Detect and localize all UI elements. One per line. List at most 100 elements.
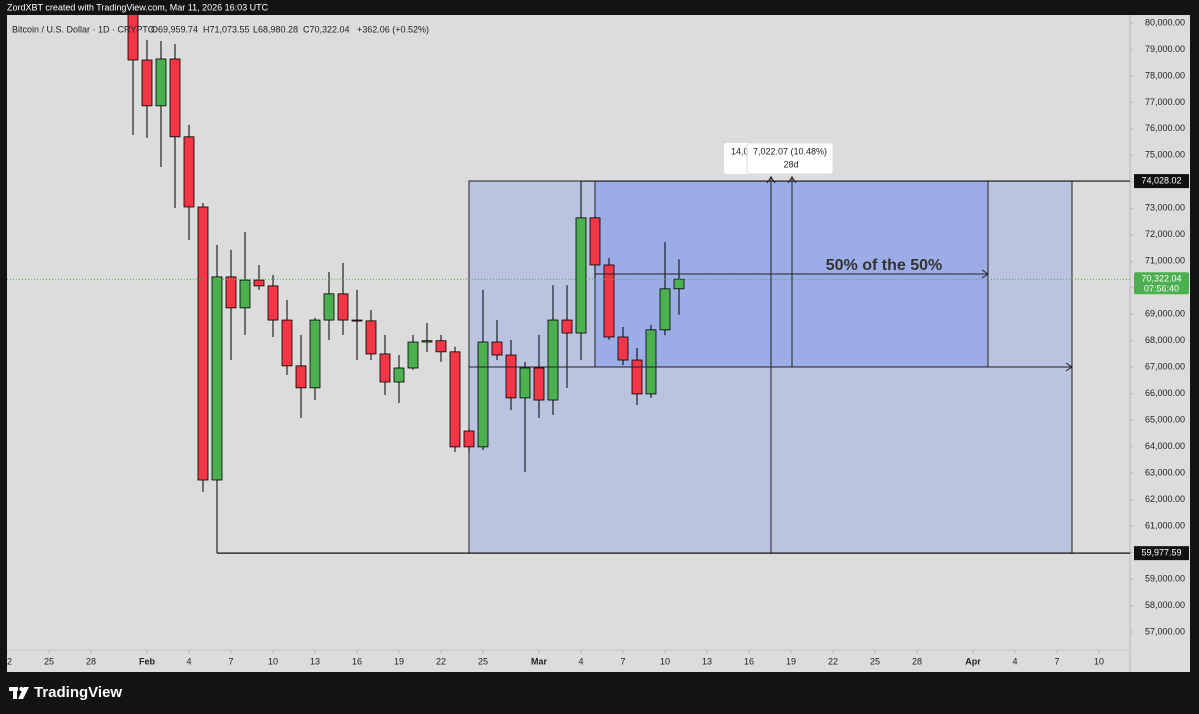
frame-right [1190,15,1199,672]
candle-body [435,340,447,353]
x-tick-label: 19 [394,656,404,666]
candle-body [393,367,405,383]
x-tick-label: 16 [744,656,754,666]
ohlc-high: H71,073.55 [203,24,250,34]
candle-body [575,217,587,334]
brand: TradingView [34,684,122,701]
zone-label: 50% of the 50% [826,257,942,274]
candle-body [589,217,601,266]
ohlc-close: C70,322.04 [303,24,350,34]
tooltip-text: 14,0 [731,146,749,156]
y-tick-label: 79,000.00 [1145,44,1185,54]
drawings [469,176,1073,553]
x-tick-label: 22 [436,656,446,666]
candle-body [239,279,251,309]
x-tick-label: 13 [702,656,712,666]
x-tick-label: 25 [478,656,488,666]
candle-body [225,276,237,309]
ohlc-low: L68,980.28 [253,24,298,34]
candle-body [141,59,153,107]
x-tick-label: 25 [870,656,880,666]
level-label: 74,028.02 [1141,175,1181,185]
x-tick-label: 28 [912,656,922,666]
x-tick-label: 13 [310,656,320,666]
x-tick-label: Apr [965,656,981,666]
x-tick-label: 10 [1094,656,1104,666]
arrow-head [1065,362,1073,372]
candle-body [491,341,503,356]
x-tick-label: 7 [1054,656,1059,666]
arrow-head [981,269,989,279]
x-tick-label: 4 [1012,656,1017,666]
tooltip-box [746,142,834,175]
candle-body [197,206,209,481]
candle-body [183,136,195,208]
candles [127,15,685,554]
candle-body [449,351,461,448]
x-tick-label: Mar [531,656,548,666]
candle-body [547,319,559,401]
candle-body [617,336,629,361]
legend-header: Bitcoin / U.S. Dollar · 1D · CRYPTO O69,… [12,24,429,34]
candle-body [407,341,419,369]
candle-body [267,285,279,321]
brand-logo [9,686,29,699]
ohlc-change: +362.06 (+0.52%) [357,24,429,34]
candle-body [463,430,475,448]
y-tick-label: 61,000.00 [1145,520,1185,530]
x-tick-label: 4 [186,656,191,666]
x-tick-label: 7 [228,656,233,666]
x-tick-label: 10 [660,656,670,666]
candle-body [645,329,657,395]
level-label: 59,977.59 [1141,548,1181,558]
y-tick-label: 62,000.00 [1145,494,1185,504]
x-tick-label: 10 [268,656,278,666]
candle-body [337,293,349,321]
candle-body [533,367,545,401]
ohlc-open: O69,959.74 [151,24,198,34]
x-tick-label: Feb [139,656,156,666]
frame-left [0,15,7,672]
tooltip-text: 7,022.07 (10.48%) [753,146,827,156]
y-tick-label: 64,000.00 [1145,441,1185,451]
logo-part [13,687,17,699]
x-tick-label: 7 [620,656,625,666]
candle-body [519,367,531,399]
x-tick-label: 16 [352,656,362,666]
candle-body [323,293,335,321]
y-tick-label: 71,000.00 [1145,256,1185,266]
y-tick-label: 63,000.00 [1145,467,1185,477]
x-tick-label: 19 [786,656,796,666]
candle-body [295,365,307,389]
candle-body [309,319,321,389]
y-tick-label: 72,000.00 [1145,229,1185,239]
y-tick-label: 67,000.00 [1145,362,1185,372]
candle-body [253,279,265,287]
watermark: ZordXBT created with TradingView.com, Ma… [7,2,269,12]
footer [0,672,1199,714]
candle-body [631,359,643,395]
last-price-label: 70,322.04 [1141,274,1181,284]
y-tick-label: 73,000.00 [1145,203,1185,213]
symbol: Bitcoin / U.S. Dollar · 1D · CRYPTO [12,24,155,34]
logo-part [18,687,29,699]
y-tick-label: 69,000.00 [1145,309,1185,319]
y-tick-label: 65,000.00 [1145,415,1185,425]
axes: 57,000.0058,000.0059,000.0060,000.0061,0… [2,17,1189,666]
x-tick-label: 25 [44,656,54,666]
candle-body [127,15,139,61]
y-tick-label: 78,000.00 [1145,70,1185,80]
y-tick-label: 68,000.00 [1145,335,1185,345]
candle-body [379,353,391,383]
candle-body [365,320,377,355]
y-tick-label: 75,000.00 [1145,150,1185,160]
candle-body [351,319,363,322]
countdown: 07:56:40 [1144,284,1179,294]
y-tick-label: 66,000.00 [1145,388,1185,398]
last-price-box [1134,272,1189,295]
candle-body [211,276,223,481]
candle-body [155,58,167,107]
y-tick-label: 57,000.00 [1145,626,1185,636]
